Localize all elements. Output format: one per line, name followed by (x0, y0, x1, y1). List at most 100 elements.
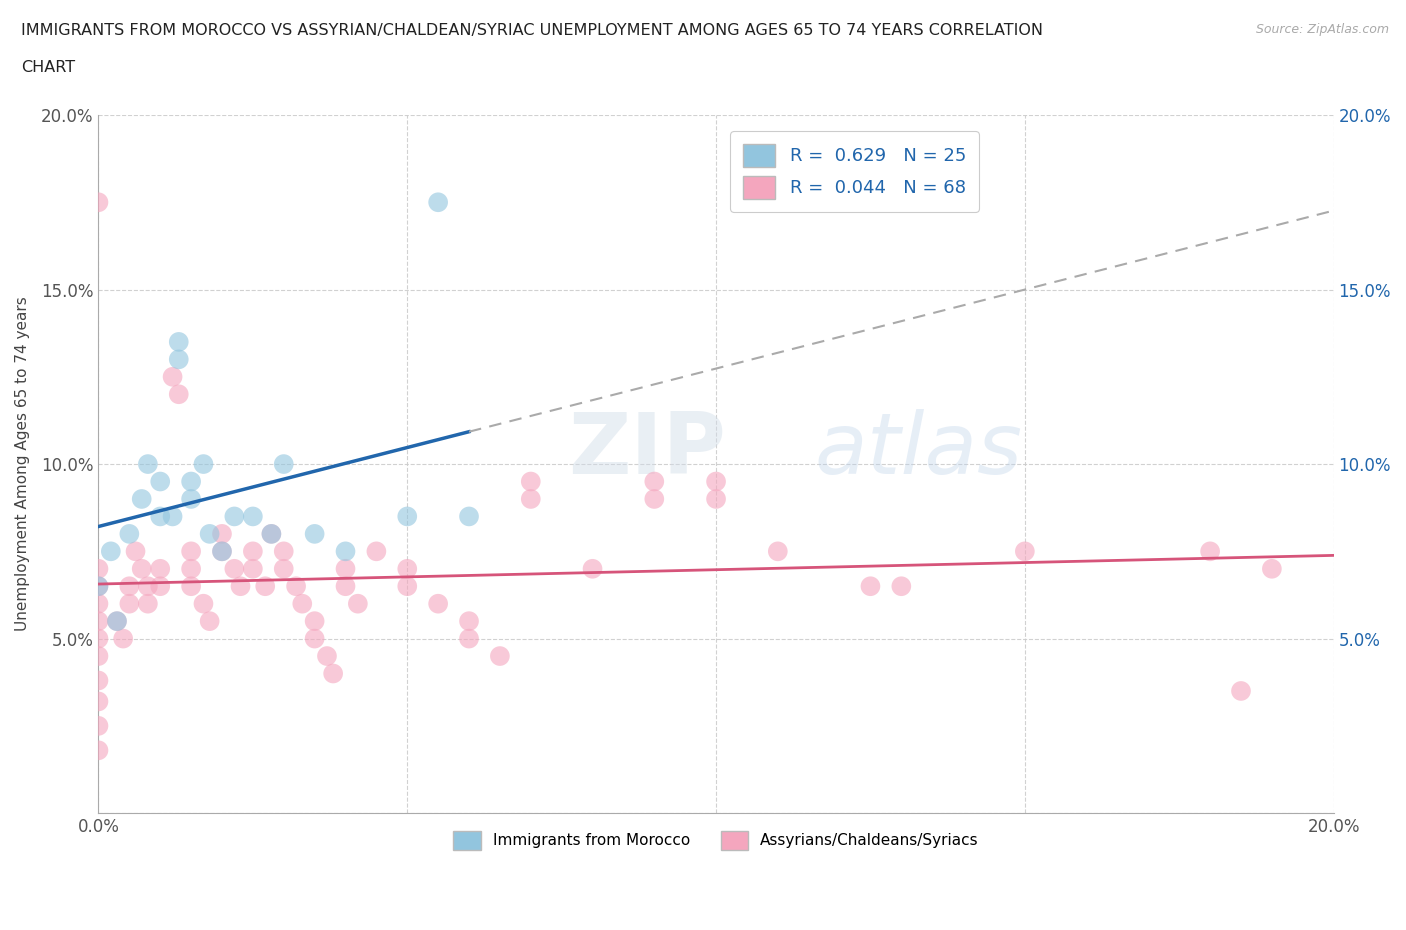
Point (131, 562, 153, 577)
Point (149, 562, 172, 577)
Point (643, 474, 665, 489)
Point (167, 352, 190, 366)
Point (180, 474, 202, 489)
Point (112, 631, 135, 646)
Point (335, 578, 357, 593)
Point (396, 509, 419, 524)
Point (316, 648, 339, 663)
Point (100, 544, 122, 559)
Point (198, 526, 221, 541)
Point (136, 457, 159, 472)
Point (396, 578, 419, 593)
Point (87, 718, 110, 733)
Text: atlas: atlas (815, 408, 1024, 492)
Point (149, 509, 172, 524)
Point (180, 562, 202, 577)
Point (224, 562, 246, 577)
Point (458, 631, 481, 646)
Point (273, 457, 295, 472)
Point (366, 544, 388, 559)
Point (149, 474, 172, 489)
Point (242, 544, 264, 559)
Point (87, 614, 110, 629)
Point (118, 596, 141, 611)
Point (273, 544, 295, 559)
Point (87, 578, 110, 593)
Point (180, 492, 202, 507)
Point (704, 474, 727, 489)
Point (131, 492, 153, 507)
Point (322, 666, 344, 681)
Point (229, 578, 252, 593)
Point (87, 596, 110, 611)
Point (118, 578, 141, 593)
Point (242, 509, 264, 524)
Point (105, 614, 128, 629)
Point (211, 544, 233, 559)
Point (162, 509, 184, 524)
Point (458, 614, 481, 629)
Point (520, 492, 543, 507)
Point (162, 369, 184, 384)
Point (335, 562, 357, 577)
Point (87, 578, 110, 593)
Point (87, 562, 110, 577)
Point (105, 614, 128, 629)
Y-axis label: Unemployment Among Ages 65 to 74 years: Unemployment Among Ages 65 to 74 years (15, 297, 30, 631)
Point (304, 526, 326, 541)
Point (167, 387, 190, 402)
Point (193, 457, 215, 472)
Point (198, 614, 221, 629)
Point (291, 596, 314, 611)
Point (347, 596, 370, 611)
Point (242, 562, 264, 577)
Point (859, 578, 882, 593)
Point (1199, 544, 1222, 559)
Point (211, 526, 233, 541)
Point (180, 578, 202, 593)
Point (704, 492, 727, 507)
Point (224, 509, 246, 524)
Text: ZIP: ZIP (568, 408, 725, 492)
Point (87, 631, 110, 646)
Point (489, 648, 512, 663)
Point (136, 578, 159, 593)
Point (260, 526, 283, 541)
Point (211, 544, 233, 559)
Text: IMMIGRANTS FROM MOROCCO VS ASSYRIAN/CHALDEAN/SYRIAC UNEMPLOYMENT AMONG AGES 65 T: IMMIGRANTS FROM MOROCCO VS ASSYRIAN/CHAL… (21, 23, 1043, 38)
Point (766, 544, 789, 559)
Point (304, 614, 326, 629)
Point (427, 596, 450, 611)
Point (87, 194, 110, 209)
Point (180, 544, 202, 559)
Point (458, 509, 481, 524)
Point (427, 194, 450, 209)
Point (167, 335, 190, 350)
Point (254, 578, 277, 593)
Point (581, 562, 603, 577)
Point (285, 578, 308, 593)
Point (643, 492, 665, 507)
Legend: Immigrants from Morocco, Assyrians/Chaldeans/Syriacs: Immigrants from Morocco, Assyrians/Chald… (446, 823, 987, 857)
Point (396, 562, 419, 577)
Point (1230, 684, 1253, 698)
Point (1261, 562, 1284, 577)
Point (124, 544, 146, 559)
Point (193, 596, 215, 611)
Point (273, 562, 295, 577)
Point (1014, 544, 1036, 559)
Text: Source: ZipAtlas.com: Source: ZipAtlas.com (1256, 23, 1389, 36)
Point (149, 578, 172, 593)
Point (118, 526, 141, 541)
Point (520, 474, 543, 489)
Point (87, 694, 110, 709)
Text: CHART: CHART (21, 60, 75, 75)
Point (335, 544, 357, 559)
Point (260, 526, 283, 541)
Point (87, 673, 110, 688)
Point (87, 648, 110, 663)
Point (87, 743, 110, 758)
Point (890, 578, 912, 593)
Point (304, 631, 326, 646)
Point (136, 596, 159, 611)
